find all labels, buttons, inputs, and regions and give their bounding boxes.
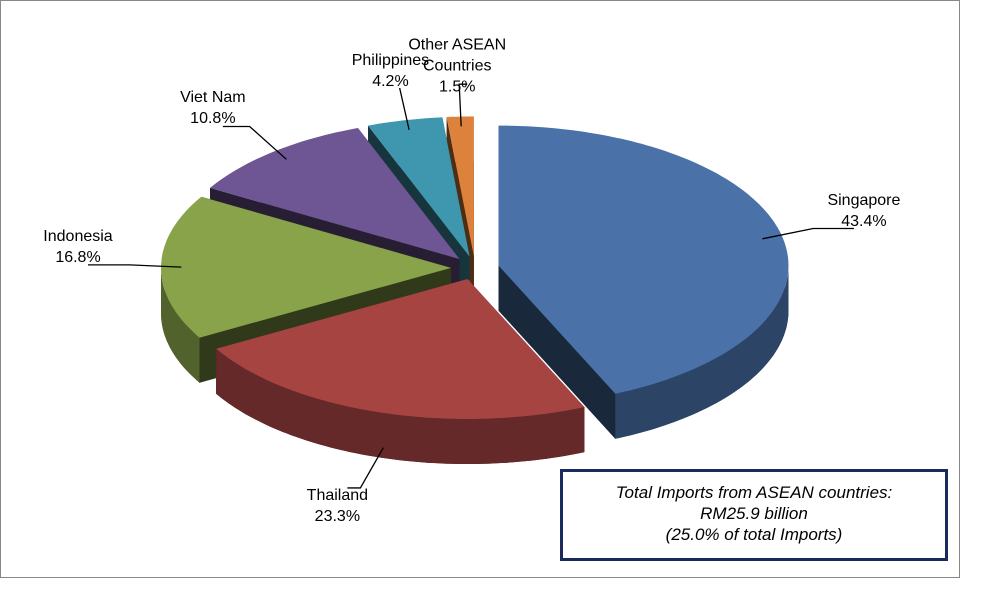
slice-value: 23.3% (314, 507, 361, 525)
slice-name: Indonesia (43, 227, 113, 245)
slice-radial-side (498, 265, 616, 439)
annotation-line: RM25.9 billion (700, 504, 808, 523)
slice-label: Viet Nam 10.8% (153, 87, 273, 129)
slice-label: Indonesia 16.8% (18, 226, 138, 268)
slice-value: 1.5% (439, 78, 476, 96)
leader-line (762, 227, 854, 240)
slice (161, 196, 451, 338)
slice-name: Viet Nam (180, 89, 246, 107)
slice-value: 4.2% (372, 72, 409, 90)
slice-wall (216, 348, 585, 464)
slice (368, 117, 470, 257)
slice-name: Philippines (351, 51, 430, 69)
slice-value: 16.8% (55, 248, 101, 266)
leader-line (398, 87, 410, 130)
slice-wall (161, 267, 200, 383)
slice (498, 125, 789, 394)
leader-line (88, 264, 182, 268)
leader-line (222, 125, 287, 160)
annotation-line: (25.0% of total Imports) (665, 525, 843, 544)
slice-name: Thailand (306, 486, 369, 504)
slice (216, 279, 585, 419)
slice (210, 128, 460, 260)
chart-frame (0, 0, 960, 578)
slice-wall (615, 265, 789, 439)
leader-line (458, 83, 468, 127)
slice (446, 116, 474, 257)
annotation-line: Total Imports from ASEAN countries: (615, 483, 893, 502)
slice-name: Other ASEAN Countries (408, 36, 507, 75)
slice-value: 10.8% (190, 110, 236, 128)
annotation-box: Total Imports from ASEAN countries: RM25… (560, 469, 948, 561)
slice-label: Singapore 43.4% (804, 190, 924, 232)
slice-value: 43.4% (841, 212, 887, 230)
slice-name: Singapore (827, 191, 901, 209)
slice-label: Thailand 23.3% (277, 485, 397, 527)
slice-label: Philippines 4.2% (330, 50, 450, 92)
slice-label: Other ASEAN Countries 1.5% (397, 35, 517, 98)
leader-line (347, 447, 384, 489)
